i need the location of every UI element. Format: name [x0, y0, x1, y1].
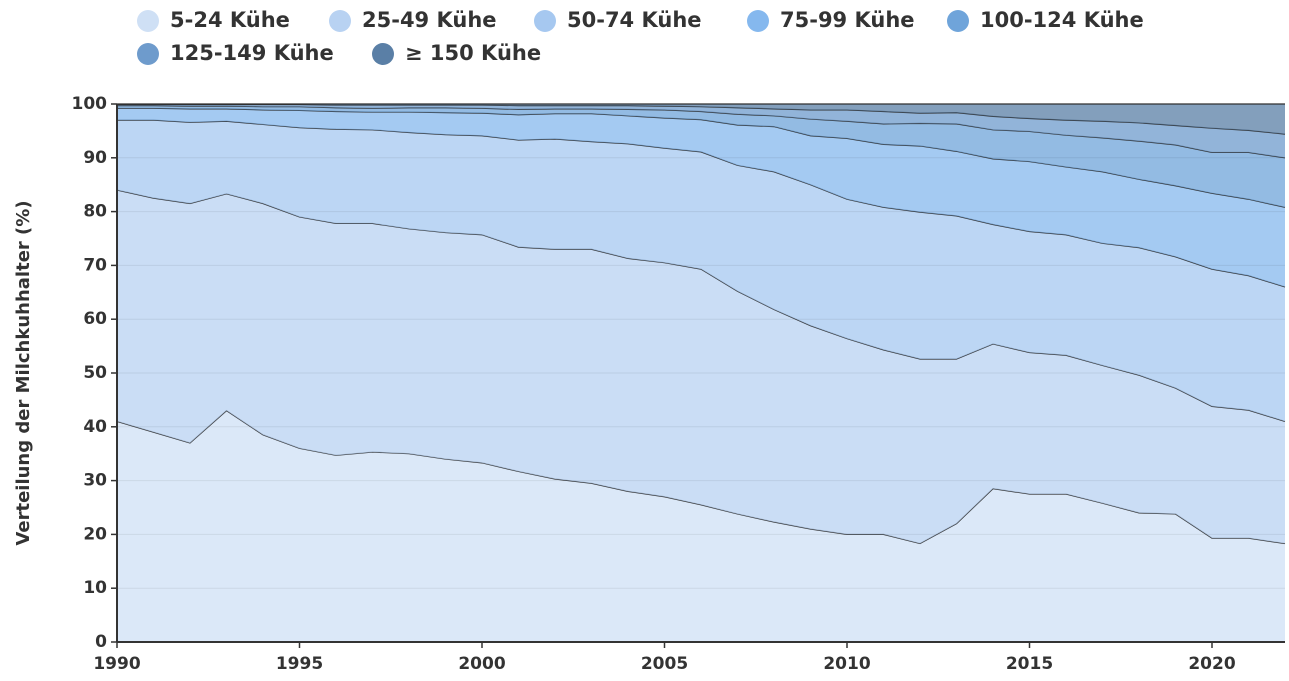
area [117, 105, 1285, 208]
legend-marker [747, 10, 769, 32]
legend-label: 5-24 Kühe [170, 8, 290, 32]
y-tick-label: 60 [83, 309, 107, 329]
y-tick-label: 80 [83, 202, 107, 222]
x-tick-label: 2005 [641, 654, 688, 674]
y-tick-label: 20 [83, 524, 107, 544]
area [117, 108, 1285, 287]
legend-label: 100-124 Kühe [980, 8, 1144, 32]
y-tick-label: 10 [83, 578, 107, 598]
y-tick-label: 40 [83, 417, 107, 437]
y-tick-label: 30 [83, 471, 107, 491]
legend-marker [137, 43, 159, 65]
legend-label: 25-49 Kühe [362, 8, 497, 32]
y-tick-label: 50 [83, 363, 107, 383]
y-tick-label: 70 [83, 255, 107, 275]
legend-marker [947, 10, 969, 32]
x-tick-label: 1990 [93, 654, 140, 674]
x-tick-label: 2010 [823, 654, 870, 674]
area [117, 190, 1285, 544]
y-tick-label: 90 [83, 148, 107, 168]
area [117, 120, 1285, 422]
y-tick-label: 0 [95, 632, 107, 652]
area [117, 104, 1285, 135]
legend-marker [534, 10, 556, 32]
y-axis-label: Verteilung der Milchkuhhalter (%) [13, 200, 34, 545]
legend-label: 50-74 Kühe [567, 8, 702, 32]
legend-marker [329, 10, 351, 32]
legend-marker [137, 10, 159, 32]
legend-marker [372, 43, 394, 65]
area [117, 104, 1285, 158]
x-tick-label: 2020 [1188, 654, 1235, 674]
x-tick-label: 2015 [1006, 654, 1053, 674]
x-tick-label: 1995 [276, 654, 323, 674]
area [117, 410, 1285, 642]
y-tick-label: 100 [72, 94, 108, 114]
legend-label: 75-99 Kühe [780, 8, 915, 32]
x-tick-label: 2000 [458, 654, 505, 674]
legend-label: 125-149 Kühe [170, 41, 334, 65]
legend-label: ≥ 150 Kühe [405, 41, 541, 65]
